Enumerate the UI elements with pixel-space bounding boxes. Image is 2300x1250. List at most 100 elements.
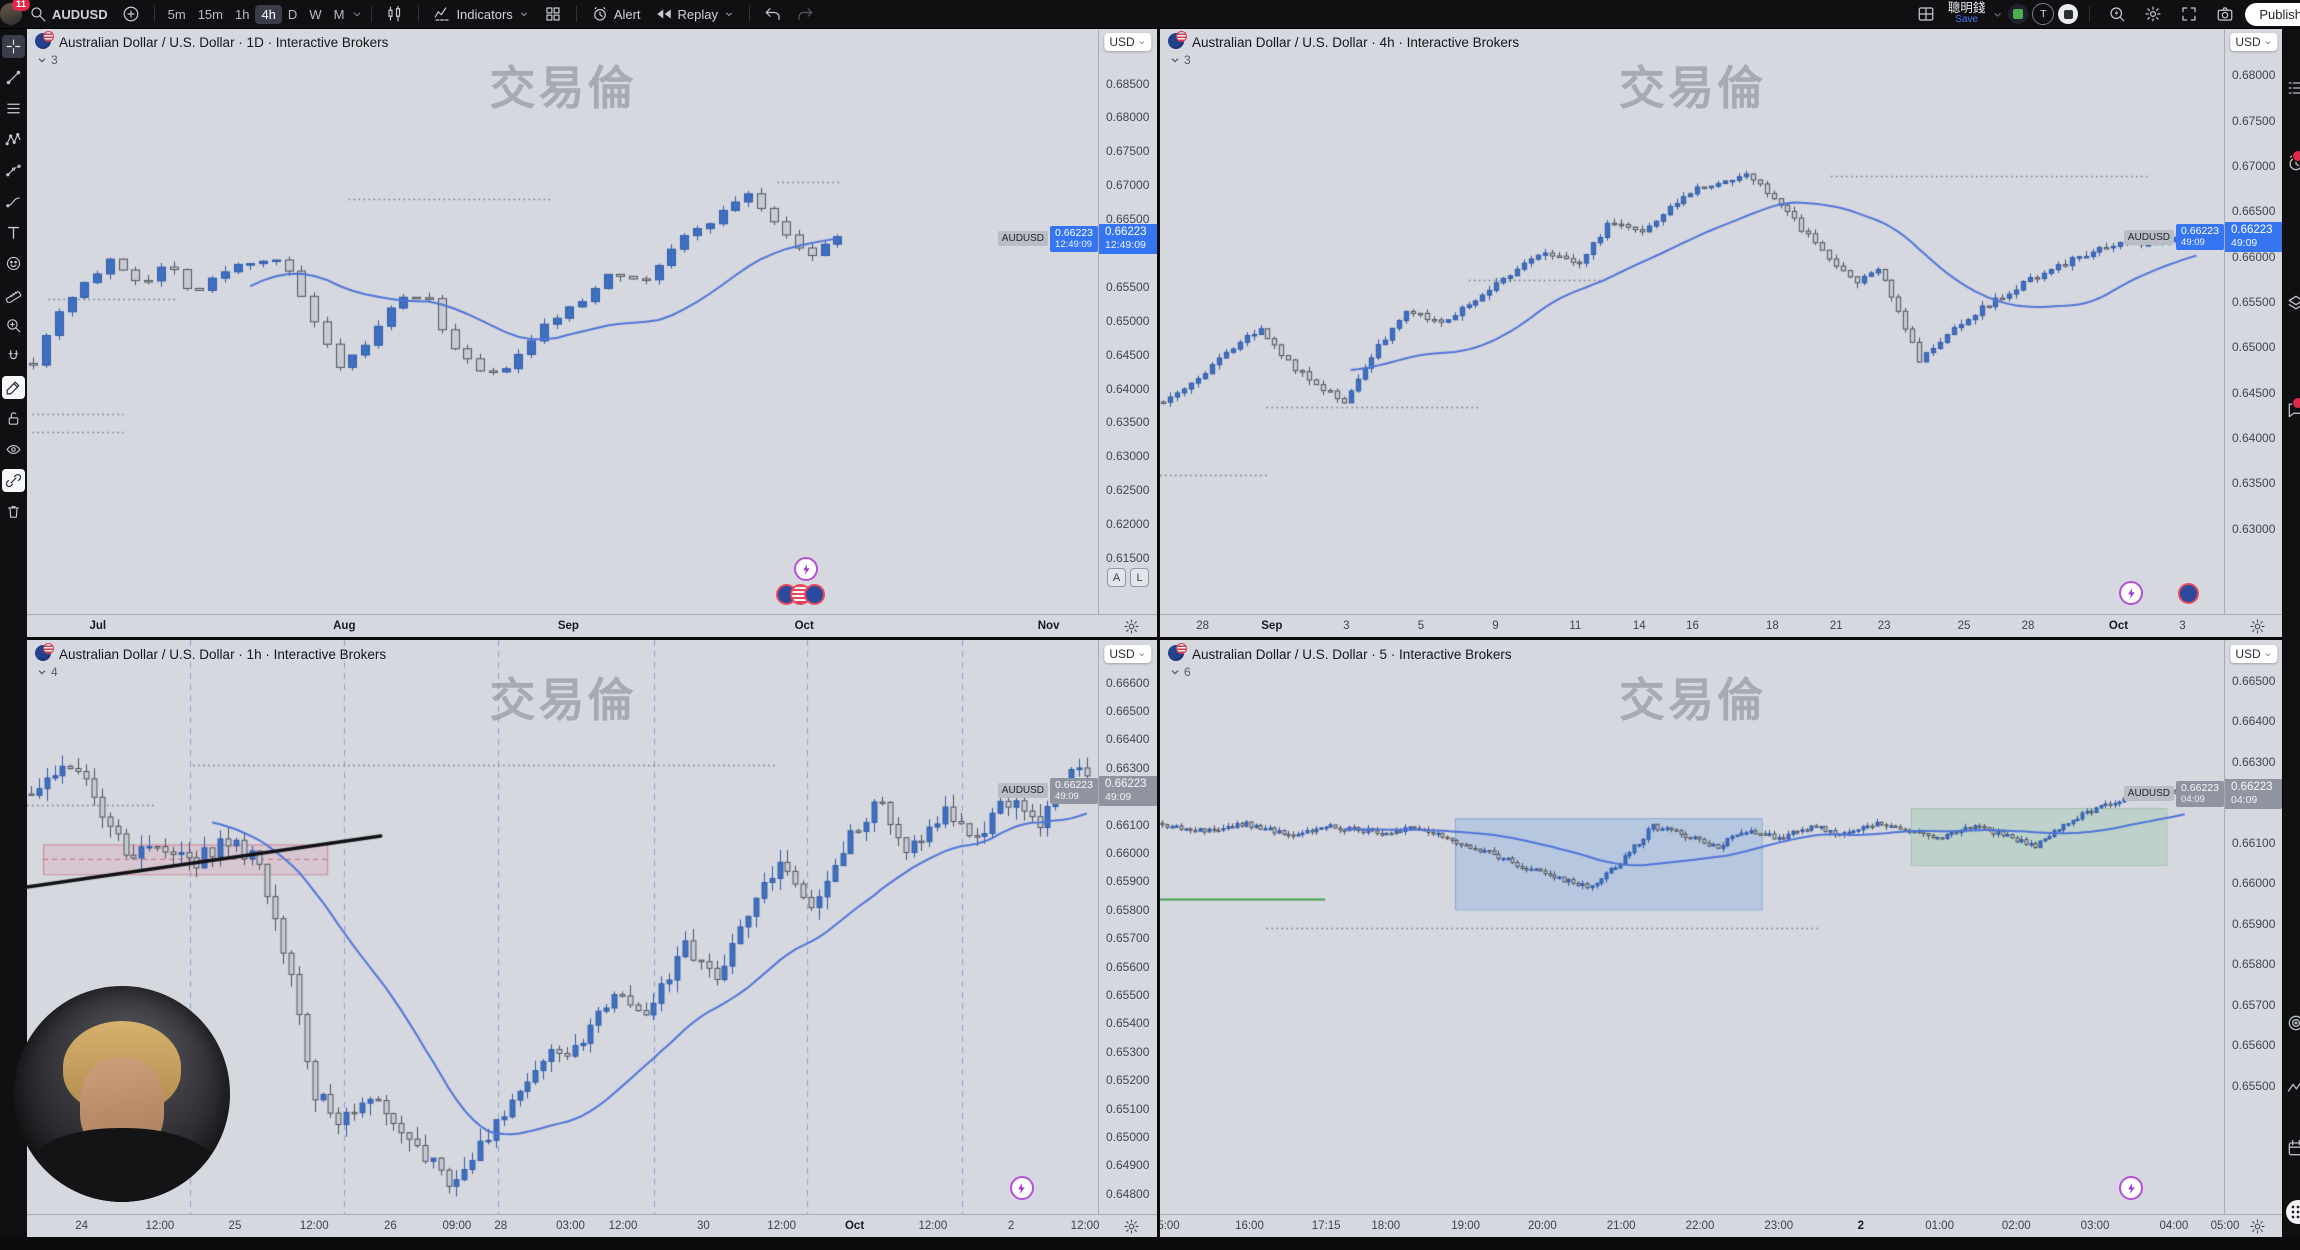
layout-preview-button[interactable] [2008, 4, 2029, 24]
remove-drawings-tool[interactable] [2, 500, 25, 523]
trend-line-tool[interactable] [2, 66, 25, 89]
price-scale[interactable]: USD 0.68000 0.67500 0.67000 0.66500 0.66000 0.… [2224, 28, 2283, 615]
time-axis[interactable]: 15:00 16:00 17:15 18:00 19:00 20:00 21:00 22:00… [1160, 1214, 2283, 1237]
layout-select-button[interactable] [1910, 3, 1942, 25]
watchlist-icon[interactable] [2286, 78, 2300, 100]
price-scale-label: 0.65600 [2232, 1038, 2276, 1053]
chevron-down-icon[interactable] [350, 7, 364, 21]
chevron-down-icon [723, 8, 735, 20]
alerts-icon[interactable] [2286, 150, 2300, 175]
symbol-search-label: AUDUSD [52, 6, 108, 22]
legend-collapse-row[interactable]: 4 [37, 665, 58, 679]
legend-collapse-row[interactable]: 3 [37, 53, 58, 67]
chart-legend[interactable]: Australian Dollar / U.S. Dollar · 1D · I… [35, 31, 388, 51]
calendar-icon[interactable] [2286, 1138, 2300, 1160]
text-tool[interactable] [2, 221, 25, 244]
theme-toggle-button[interactable]: T [2032, 3, 2055, 25]
currency-selector[interactable]: USD [1104, 645, 1152, 663]
events-bolt-icon[interactable] [2119, 581, 2144, 605]
ruler-tool[interactable] [2, 283, 25, 306]
events-bolt-icon[interactable] [2119, 1176, 2144, 1200]
ask-button[interactable]: A [1107, 568, 1126, 587]
chevron-down-icon[interactable] [1991, 8, 2004, 21]
events-bolt-icon[interactable] [1009, 1176, 1034, 1200]
prediction-tool[interactable] [2, 159, 25, 182]
quick-search-button[interactable] [2101, 3, 2133, 25]
currency-selector[interactable]: USD [2230, 33, 2278, 51]
lock-all-tool[interactable] [2, 407, 25, 430]
legend-collapse-row[interactable]: 3 [1170, 53, 1191, 67]
country-flag-icon[interactable] [2177, 583, 2199, 604]
chart-legend[interactable]: Australian Dollar / U.S. Dollar · 1h · I… [35, 643, 386, 663]
timeframe-button-M[interactable]: M [333, 6, 345, 22]
price-scale[interactable]: USD 0.68500 0.68000 0.67500 0.67000 0.66500 0.… [1098, 28, 1157, 615]
timeframe-button-1h[interactable]: 1h [234, 6, 250, 22]
symbol-search-button[interactable]: AUDUSD [22, 3, 115, 25]
time-axis[interactable]: 24 12:00 25 12:00 26 09:00 28 03:00 12:00 30 12:00… [27, 1214, 1157, 1237]
candlestick-chart[interactable] [27, 28, 1099, 615]
currency-selector[interactable]: USD [2230, 645, 2278, 663]
notification-dot [2292, 150, 2300, 162]
zoom-in-tool[interactable] [2, 314, 25, 337]
timeframe-button-D[interactable]: D [287, 6, 298, 22]
draw-lock-tool[interactable] [2, 376, 25, 399]
fib-retracement-tool[interactable] [2, 97, 25, 120]
time-axis-label: 16:00 [1235, 1220, 1264, 1232]
add-symbol-button[interactable] [115, 3, 147, 25]
indicators-button[interactable]: Indicators [426, 3, 536, 25]
settings-button[interactable] [2137, 3, 2169, 25]
fullscreen-button[interactable] [2173, 3, 2205, 25]
axis-settings-icon[interactable] [2249, 618, 2266, 635]
object-tree-icon[interactable] [2286, 293, 2300, 315]
indicator-templates-button[interactable] [537, 3, 569, 25]
timeframe-button-4h[interactable]: 4h [255, 4, 282, 24]
crosshair-tool[interactable] [2, 35, 25, 58]
timeframe-button-15m[interactable]: 15m [197, 6, 223, 22]
price-scale-label: 0.67500 [1106, 144, 1150, 159]
timeframe-button-W[interactable]: W [309, 6, 322, 22]
events-bolt-icon[interactable] [794, 557, 819, 581]
link-charts-tool[interactable] [2, 469, 25, 492]
emoji-tool[interactable] [2, 252, 25, 275]
axis-settings-icon[interactable] [1123, 618, 1140, 635]
lightning-icon [1009, 1176, 1034, 1200]
axis-settings-icon[interactable] [1123, 1218, 1140, 1235]
price-scale[interactable]: USD 0.66600 0.66500 0.66400 0.66300 0.66100 0.… [1098, 640, 1157, 1215]
bar-replay-button[interactable]: Replay [648, 3, 742, 25]
legend-collapse-row[interactable]: 6 [1170, 665, 1191, 679]
time-axis[interactable]: Jul Aug Sep Oct Nov [27, 614, 1157, 637]
account-name-button[interactable]: 聰明錢 Save [1946, 2, 1988, 25]
country-flag-icon[interactable] [803, 584, 825, 605]
magnet-tool[interactable] [2, 345, 25, 368]
candlestick-chart[interactable] [1160, 640, 2225, 1215]
pattern-xabcd-tool[interactable] [2, 128, 25, 151]
user-avatar[interactable]: 11 [0, 0, 30, 25]
notification-badge: 11 [11, 0, 30, 11]
chat-icon[interactable] [2286, 397, 2300, 422]
price-scale-label: 0.66400 [1106, 732, 1150, 747]
axis-settings-icon[interactable] [2249, 1218, 2266, 1235]
brush-tool[interactable] [2, 190, 25, 213]
publish-button[interactable]: Publish [2245, 2, 2300, 26]
chart-legend[interactable]: Australian Dollar / U.S. Dollar · 5 · In… [1168, 643, 1512, 663]
chart-legend[interactable]: Australian Dollar / U.S. Dollar · 4h · I… [1168, 31, 1519, 51]
chart-style-button[interactable] [379, 3, 411, 25]
redo-button[interactable] [789, 3, 821, 25]
screenshot-button[interactable] [2209, 3, 2241, 25]
undo-button[interactable] [757, 3, 789, 25]
create-alert-button[interactable]: Alert [584, 3, 648, 25]
hide-all-tool[interactable] [2, 438, 25, 461]
price-scale[interactable]: USD 0.66500 0.66400 0.66300 0.66100 0.66000 0.… [2224, 640, 2283, 1215]
apps-icon[interactable] [2286, 1200, 2300, 1224]
limit-button[interactable]: L [1130, 568, 1149, 587]
target-icon[interactable] [2286, 1013, 2300, 1035]
candlestick-chart[interactable] [1160, 28, 2225, 615]
time-axis-label: 12:00 [145, 1220, 175, 1232]
currency-selector[interactable]: USD [1104, 33, 1152, 51]
time-axis-label: 12:00 [767, 1220, 797, 1232]
ideas-icon[interactable] [2286, 1076, 2300, 1098]
panel-toggle-button[interactable] [2058, 4, 2079, 24]
timeframe-button-5m[interactable]: 5m [167, 6, 186, 22]
time-axis[interactable]: 28 Sep 3 5 9 11 14 16 18 21 23 25 28 Oct 3 [1160, 614, 2283, 637]
